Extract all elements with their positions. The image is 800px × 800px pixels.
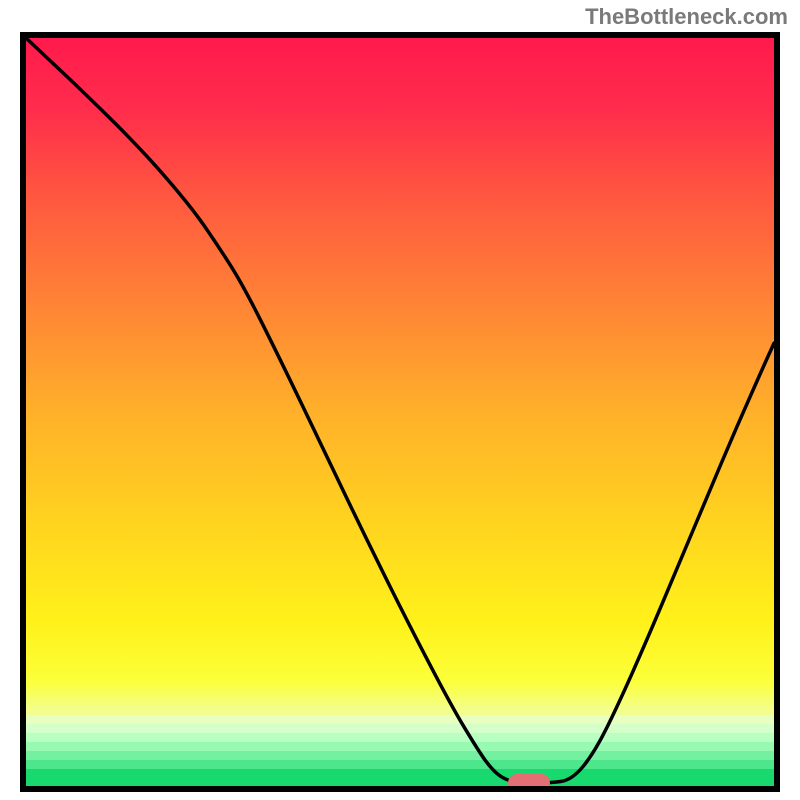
watermark-text: TheBottleneck.com bbox=[585, 4, 788, 30]
chart-frame-border bbox=[20, 32, 780, 792]
